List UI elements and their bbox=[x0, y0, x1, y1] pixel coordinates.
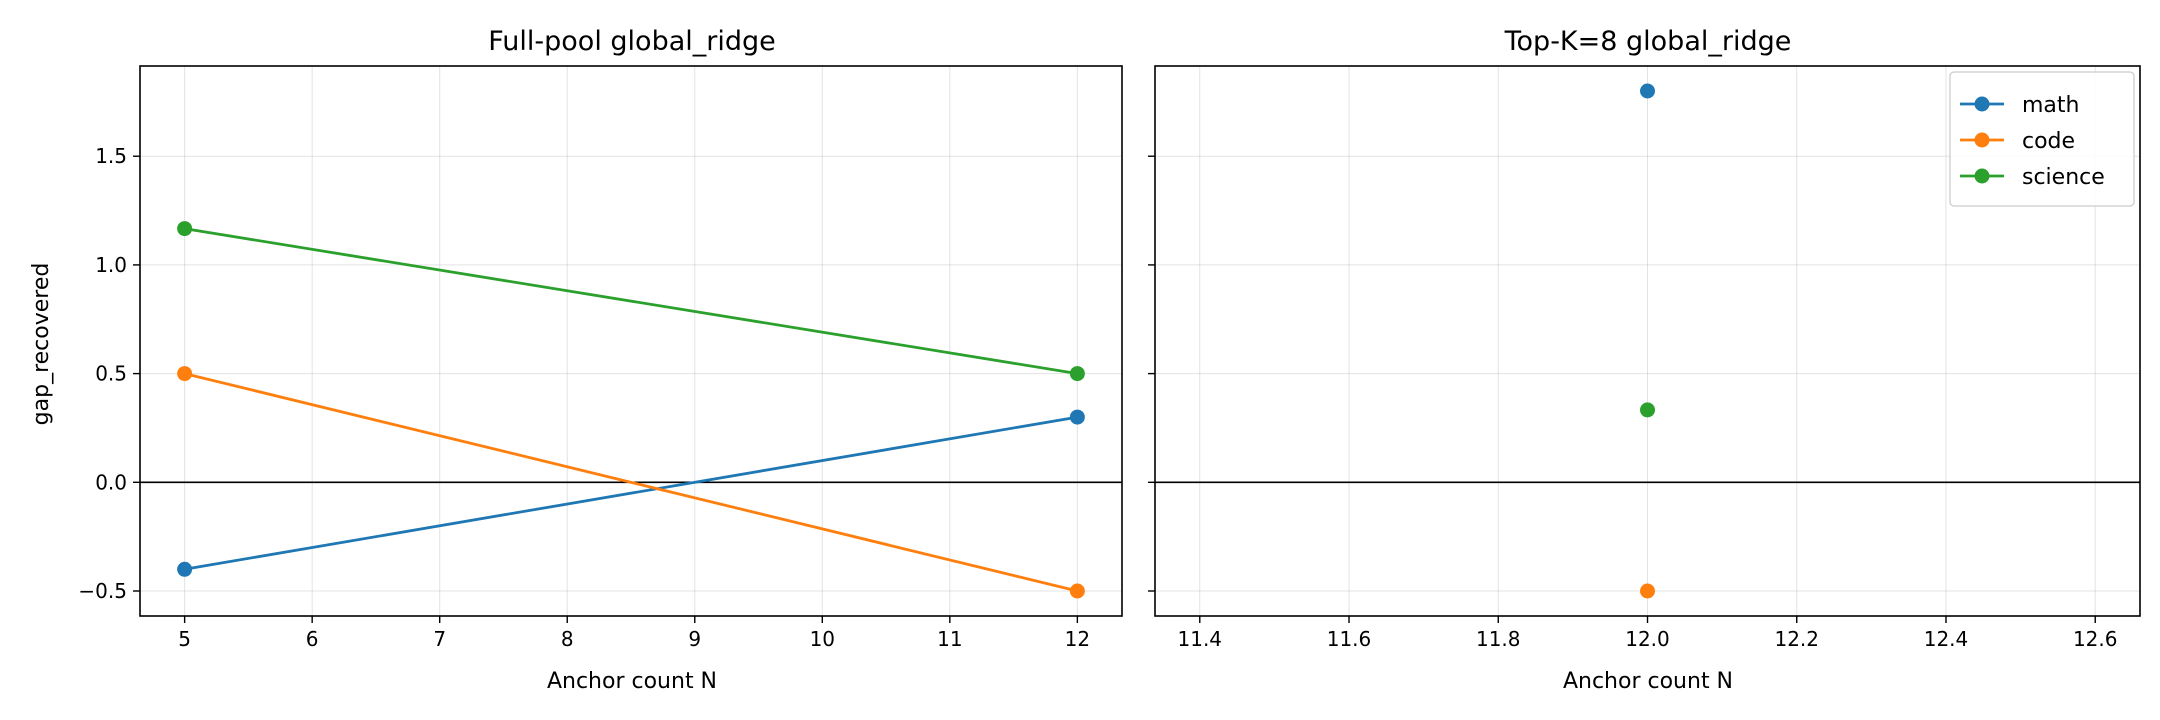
legend-entry-code: code bbox=[1960, 129, 2075, 154]
legend-entry-science: science bbox=[1960, 165, 2105, 190]
x-tick-label: 11 bbox=[937, 627, 962, 651]
x-tick-label: 12.4 bbox=[1924, 627, 1969, 651]
x-tick-label: 11.6 bbox=[1327, 627, 1372, 651]
x-tick-label: 5 bbox=[178, 627, 191, 651]
data-point-code bbox=[177, 366, 193, 382]
legend-marker bbox=[1974, 96, 1990, 112]
legend-label: science bbox=[2022, 165, 2105, 190]
x-tick-label: 11.8 bbox=[1476, 627, 1521, 651]
x-tick-label: 12.2 bbox=[1774, 627, 1819, 651]
ticks: 5 6 7 8 9 10 11 12 −0.5 0.0 0.5 1.0 1.5 bbox=[78, 144, 1090, 651]
chart-title: Full-pool global_ridge bbox=[488, 26, 776, 57]
series-science bbox=[1640, 402, 1655, 418]
x-tick-label: 11.4 bbox=[1178, 627, 1223, 651]
y-tick-label: 0.0 bbox=[95, 470, 127, 494]
x-tick-label: 10 bbox=[810, 627, 835, 651]
plot-frame bbox=[139, 65, 1123, 617]
legend-marker bbox=[1974, 132, 1990, 148]
series-math bbox=[177, 409, 1085, 577]
x-tick-label: 8 bbox=[561, 627, 574, 651]
data-point-science bbox=[177, 221, 193, 237]
legend-marker bbox=[1974, 168, 1990, 184]
series-line-code bbox=[184, 372, 1078, 593]
data-point-math bbox=[177, 561, 193, 577]
grid bbox=[140, 66, 1122, 616]
x-tick-label: 7 bbox=[433, 627, 446, 651]
y-tick-label: 0.5 bbox=[95, 362, 127, 386]
series-math bbox=[1640, 83, 1655, 99]
x-tick-label: 9 bbox=[688, 627, 701, 651]
y-tick-label: 1.0 bbox=[95, 253, 127, 277]
data-point-code bbox=[1069, 583, 1085, 599]
y-axis-label: gap_recovered bbox=[29, 263, 54, 426]
panel-full-pool: Full-pool global_ridge Anchor count N ga… bbox=[29, 26, 1123, 694]
series-code bbox=[1640, 583, 1655, 599]
series-code bbox=[177, 366, 1085, 599]
x-axis-label: Anchor count N bbox=[1563, 669, 1733, 694]
series-line-math bbox=[184, 415, 1078, 571]
chart-title: Top-K=8 global_ridge bbox=[1504, 26, 1792, 57]
y-tick-label: −0.5 bbox=[78, 579, 127, 603]
ticks: 11.4 11.6 11.8 12.0 12.2 12.4 12.6 bbox=[1148, 155, 2118, 651]
legend-frame bbox=[1949, 71, 2135, 207]
series-science bbox=[177, 221, 1085, 382]
data-point-math bbox=[1069, 409, 1085, 425]
y-tick-label: 1.5 bbox=[95, 144, 127, 168]
x-tick-label: 6 bbox=[306, 627, 319, 651]
x-tick-label: 12.0 bbox=[1625, 627, 1670, 651]
data-point-science bbox=[1640, 402, 1655, 418]
legend-label: code bbox=[2022, 129, 2075, 154]
legend: math code science bbox=[1949, 71, 2135, 207]
legend-entry-math: math bbox=[1960, 93, 2079, 118]
x-axis-label: Anchor count N bbox=[547, 669, 717, 694]
x-tick-label: 12.6 bbox=[2073, 627, 2118, 651]
data-point-math bbox=[1640, 83, 1655, 99]
panel-top-k: Top-K=8 global_ridge Anchor count N 11.4… bbox=[1148, 26, 2141, 694]
data-point-code bbox=[1640, 583, 1655, 599]
data-point-science bbox=[1069, 366, 1085, 382]
legend-label: math bbox=[2022, 93, 2079, 118]
x-tick-label: 12 bbox=[1065, 627, 1090, 651]
series-line-science bbox=[184, 227, 1078, 375]
